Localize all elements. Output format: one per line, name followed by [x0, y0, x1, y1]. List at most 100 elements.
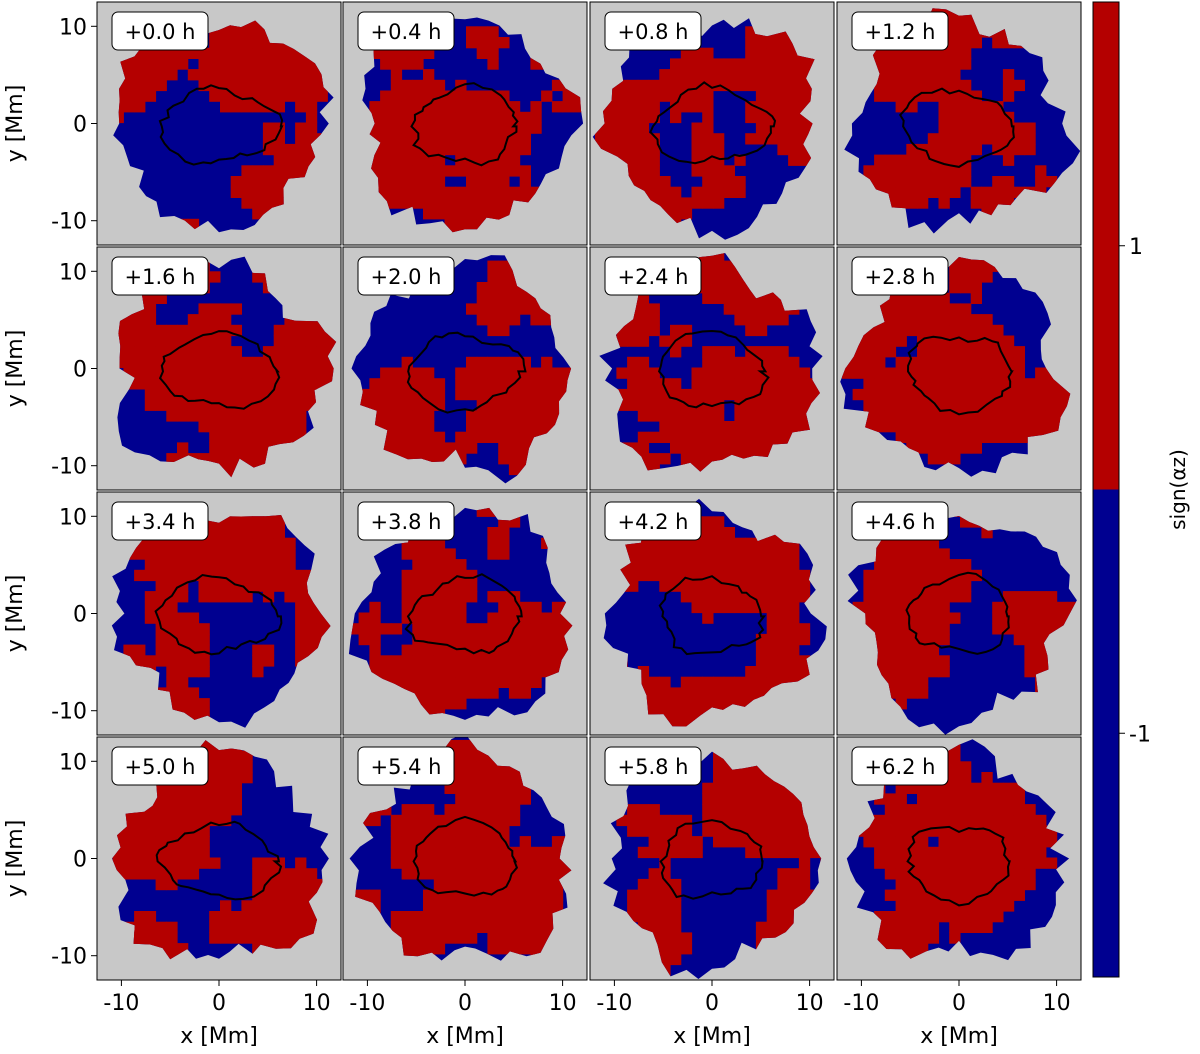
time-label-text: +5.4 h	[371, 755, 442, 779]
x-tick-label: -10	[843, 991, 879, 1016]
panel-13: +5.0 h	[96, 736, 342, 981]
x-tick-label: -10	[349, 991, 385, 1016]
panel-6: +2.0 h	[342, 246, 588, 491]
contour	[406, 331, 527, 414]
contour	[649, 81, 777, 165]
time-label-text: +0.4 h	[371, 20, 442, 44]
colorbar-segment-positive	[1093, 2, 1119, 490]
time-label: +2.8 h	[851, 256, 949, 296]
time-label-text: +5.8 h	[618, 755, 689, 779]
time-label-text: +0.0 h	[125, 20, 196, 44]
time-label-text: +5.0 h	[125, 755, 196, 779]
y-tick-label: -10	[51, 455, 87, 480]
time-label: +5.4 h	[357, 746, 455, 786]
colorbar-frame	[1092, 1, 1120, 978]
x-tick-label: -10	[103, 991, 139, 1016]
panel-3: +0.8 h	[589, 1, 835, 246]
y-axis-label: y [Mm]	[3, 575, 28, 653]
x-tick-label: -10	[596, 991, 632, 1016]
panel-frame	[589, 246, 835, 491]
y-tick-label: 0	[73, 848, 87, 873]
y-tick-label: -10	[51, 945, 87, 970]
time-label: +0.8 h	[604, 11, 702, 51]
panel-10: +3.8 h	[342, 491, 588, 736]
panel-16: +6.2 h	[836, 736, 1082, 981]
panel-frame	[589, 1, 835, 246]
x-tick-label: 10	[549, 991, 577, 1016]
y-tick-label: 0	[73, 603, 87, 628]
contour	[906, 335, 1014, 416]
x-tick-label: 10	[1043, 991, 1071, 1016]
time-label-text: +4.2 h	[618, 510, 689, 534]
y-axis-label: y [Mm]	[3, 330, 28, 408]
time-label-text: +2.4 h	[618, 265, 689, 289]
time-label: +0.4 h	[357, 11, 455, 51]
contour	[905, 571, 1010, 655]
contour	[155, 820, 283, 901]
panel-5: +1.6 h	[96, 246, 342, 491]
panel-frame	[342, 1, 588, 246]
time-label: +2.4 h	[604, 256, 702, 296]
panel-frame	[342, 246, 588, 491]
time-label-text: +2.0 h	[371, 265, 442, 289]
contour	[158, 330, 281, 410]
panel-4: +1.2 h	[836, 1, 1082, 246]
colorbar-tick-label-positive: 1	[1129, 235, 1143, 260]
time-label-text: +1.6 h	[125, 265, 196, 289]
time-label: +5.0 h	[111, 746, 209, 786]
time-label: +4.2 h	[604, 501, 702, 541]
contour	[657, 329, 770, 409]
panel-9: +3.4 h	[96, 491, 342, 736]
x-tick-label: 0	[212, 991, 226, 1016]
contour	[412, 815, 519, 897]
y-tick-label: 0	[73, 358, 87, 383]
panel-8: +2.8 h	[836, 246, 1082, 491]
panel-frame	[589, 491, 835, 736]
colorbar: 1 -1 sign(αz)	[1092, 1, 1190, 978]
time-label: +3.8 h	[357, 501, 455, 541]
y-tick-label: -10	[51, 210, 87, 235]
panel-frame	[836, 1, 1082, 246]
y-axis-label: y [Mm]	[3, 85, 28, 163]
contour	[158, 84, 284, 166]
time-label-text: +2.8 h	[865, 265, 936, 289]
time-label: +3.4 h	[111, 501, 209, 541]
contour	[154, 573, 283, 656]
panel-1: +0.0 h	[96, 1, 342, 246]
panel-grid: +0.0 h +0.4 h +0.8 h +1.2 h +1.6 h +2.0 h +2.4…	[96, 1, 1082, 981]
contour	[404, 573, 523, 655]
panel-11: +4.2 h	[589, 491, 835, 736]
colorbar-segment-negative	[1093, 489, 1119, 977]
time-label: +4.6 h	[851, 501, 949, 541]
axes-labels: -10 0 10 y [Mm] -10 0 10 y [Mm] -10 0 10 y [Mm] -10 0…	[3, 15, 1071, 1049]
x-tick-label: 10	[796, 991, 824, 1016]
time-label: +1.6 h	[111, 256, 209, 296]
time-label-text: +3.8 h	[371, 510, 442, 534]
time-label: +6.2 h	[851, 746, 949, 786]
time-label: +1.2 h	[851, 11, 949, 51]
panel-2: +0.4 h	[342, 1, 588, 246]
x-axis-label: x [Mm]	[673, 1024, 751, 1049]
panel-frame	[836, 246, 1082, 491]
colorbar-label: sign(αz)	[1166, 449, 1190, 530]
y-tick-label: 0	[73, 113, 87, 138]
y-tick-label: 10	[59, 505, 87, 530]
panel-7: +2.4 h	[589, 246, 835, 491]
contour	[659, 819, 764, 900]
time-label-text: +6.2 h	[865, 755, 936, 779]
y-tick-label: 10	[59, 15, 87, 40]
time-label-text: +4.6 h	[865, 510, 936, 534]
y-tick-label: 10	[59, 750, 87, 775]
x-tick-label: 0	[952, 991, 966, 1016]
y-axis-label: y [Mm]	[3, 820, 28, 898]
time-label: +0.0 h	[111, 11, 209, 51]
colorbar-tick-label-negative: -1	[1129, 722, 1151, 747]
contour	[410, 82, 519, 167]
x-axis-label: x [Mm]	[180, 1024, 258, 1049]
x-tick-label: 0	[458, 991, 472, 1016]
time-label: +5.8 h	[604, 746, 702, 786]
panel-frame	[342, 491, 588, 736]
panel-15: +5.8 h	[589, 736, 835, 981]
time-label: +2.0 h	[357, 256, 455, 296]
